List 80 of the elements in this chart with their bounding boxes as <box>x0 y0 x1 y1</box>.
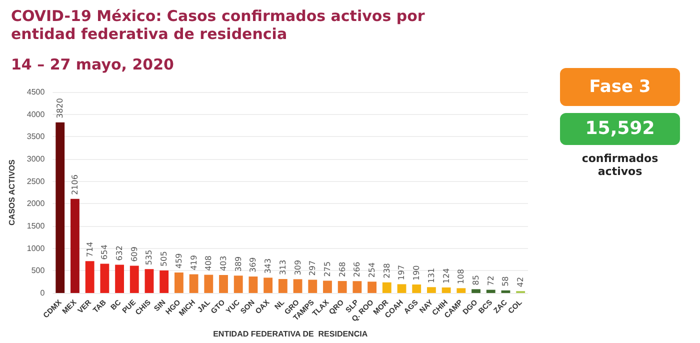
y-tick-label: 4500 <box>26 88 46 96</box>
bar <box>486 290 496 293</box>
data-label: 266 <box>352 262 362 278</box>
data-label: 3820 <box>56 98 65 118</box>
bar <box>56 122 65 293</box>
data-label: 343 <box>264 258 273 274</box>
bar <box>442 287 451 293</box>
bar <box>204 274 214 293</box>
y-tick-label: 1000 <box>26 244 46 253</box>
data-label: 275 <box>322 261 332 277</box>
data-label: 42 <box>516 276 526 288</box>
data-label: 408 <box>204 255 214 271</box>
data-label: 403 <box>219 256 228 271</box>
bar <box>130 266 139 293</box>
bar <box>501 290 510 293</box>
bar <box>368 282 376 293</box>
bar <box>189 274 198 293</box>
data-label: 2106 <box>70 174 80 195</box>
data-label: 72 <box>486 276 496 286</box>
data-label: 197 <box>397 264 406 280</box>
data-label: 190 <box>412 265 422 281</box>
y-tick-label: 2500 <box>26 176 46 186</box>
bar <box>382 282 392 293</box>
bar <box>264 278 273 293</box>
data-label: 124 <box>442 268 451 284</box>
data-label: 254 <box>368 262 377 278</box>
y-tick-label: 500 <box>31 266 46 276</box>
data-label: 459 <box>174 253 184 268</box>
bar <box>100 264 110 293</box>
data-label: 108 <box>456 268 466 284</box>
bar <box>397 284 406 293</box>
text: 15,592 <box>560 113 680 145</box>
chart-title: COVID-19 México: Casos confirmados activos por entidad federativa de residencia <box>11 7 430 43</box>
bar <box>412 284 422 293</box>
text: confirmados activos <box>580 152 660 178</box>
bar <box>234 276 243 293</box>
bar <box>352 281 362 293</box>
data-label: 505 <box>160 251 169 266</box>
bar <box>293 279 302 293</box>
data-label: 714 <box>85 242 94 258</box>
y-tick-label: 3500 <box>26 132 46 142</box>
y-tick-label: 2000 <box>26 199 46 208</box>
data-label: 389 <box>234 256 243 272</box>
bar <box>338 281 347 293</box>
data-label: 609 <box>130 246 139 262</box>
data-label: 297 <box>308 260 318 276</box>
bar <box>248 276 258 293</box>
bar <box>160 270 169 293</box>
y-axis-title: CASOS ACTIVOS <box>8 158 16 226</box>
y-tick-label: 4000 <box>26 110 46 119</box>
x-axis-title: ENTIDAD FEDERATIVA DE RESIDENCIA <box>213 330 368 338</box>
bar <box>308 280 318 293</box>
data-label: 238 <box>382 263 392 278</box>
data-label: 268 <box>338 262 347 278</box>
data-label: 313 <box>278 260 288 276</box>
data-label: 131 <box>426 268 436 284</box>
data-label: 58 <box>501 276 510 286</box>
bar <box>278 279 288 293</box>
bar <box>456 288 466 293</box>
bar <box>115 264 124 293</box>
bar <box>70 198 80 293</box>
data-label: 632 <box>115 245 124 261</box>
bar <box>472 289 480 293</box>
data-label: 309 <box>293 260 302 276</box>
bar <box>427 287 436 293</box>
bar <box>144 269 154 293</box>
y-tick-label: 3000 <box>26 154 46 164</box>
text: Fase 3 <box>560 68 680 106</box>
bar <box>323 280 332 293</box>
data-label: 535 <box>144 250 154 266</box>
data-label: 419 <box>189 255 198 270</box>
data-label: 654 <box>100 244 110 260</box>
data-label: 369 <box>248 257 258 273</box>
data-label: 85 <box>472 275 481 286</box>
bar <box>85 261 94 293</box>
y-tick-label: 0 <box>40 288 46 298</box>
chart-subtitle: 14 – 27 mayo, 2020 <box>11 56 174 74</box>
y-tick-label: 1500 <box>26 222 46 230</box>
bar <box>174 272 184 293</box>
bar <box>219 275 228 293</box>
